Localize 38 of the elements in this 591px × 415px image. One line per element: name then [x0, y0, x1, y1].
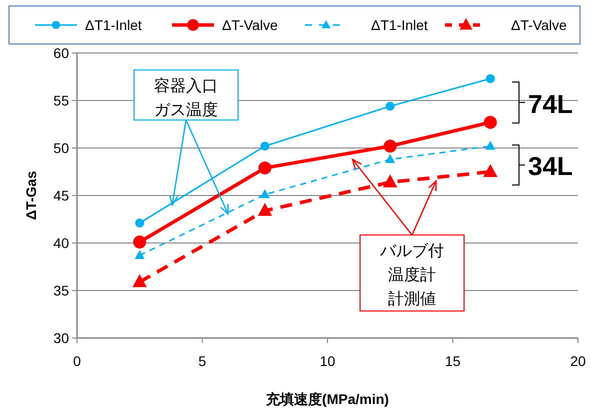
annotation: 容器入口ガス温度: [154, 77, 218, 119]
point: [385, 154, 396, 163]
point: [486, 74, 495, 84]
y-tick-label: 55: [53, 92, 70, 108]
point: [258, 161, 272, 174]
x-tick-label: 5: [198, 353, 206, 369]
legend-label: ΔT-Valve: [222, 17, 278, 33]
point: [133, 236, 146, 249]
y-tick-label: 30: [53, 330, 70, 346]
y-axis-title: ΔT-Gas: [23, 170, 39, 220]
point: [485, 140, 496, 150]
y-tick-label: 45: [53, 188, 70, 204]
y-tick-label: 60: [53, 45, 70, 61]
point: [386, 102, 395, 111]
x-tick-label: 20: [570, 353, 586, 369]
point: [384, 140, 397, 153]
point: [260, 142, 270, 151]
y-tick-label: 50: [53, 140, 70, 156]
point: [382, 174, 398, 188]
point: [134, 250, 145, 259]
point: [135, 218, 144, 228]
x-axis-title: 充填速度(MPa/min): [265, 391, 389, 407]
y-tick-label: 40: [53, 235, 70, 251]
point: [483, 164, 498, 177]
x-tick-label: 15: [444, 353, 461, 369]
x-tick-label: 10: [320, 353, 336, 369]
point: [132, 274, 147, 288]
annotation: 74L: [528, 89, 573, 119]
y-tick-label: 35: [53, 282, 70, 298]
legend-label: ΔT-Valve: [511, 17, 567, 33]
legend-label: ΔT1-Inlet: [85, 17, 142, 33]
legend-label: ΔT1-Inlet: [371, 17, 428, 33]
point: [484, 116, 497, 129]
annotation: 34L: [528, 151, 573, 181]
annotation: バルブ付温度計計測値: [379, 242, 444, 308]
point: [260, 189, 270, 198]
point: [258, 202, 272, 216]
x-tick-label: 0: [73, 353, 82, 369]
